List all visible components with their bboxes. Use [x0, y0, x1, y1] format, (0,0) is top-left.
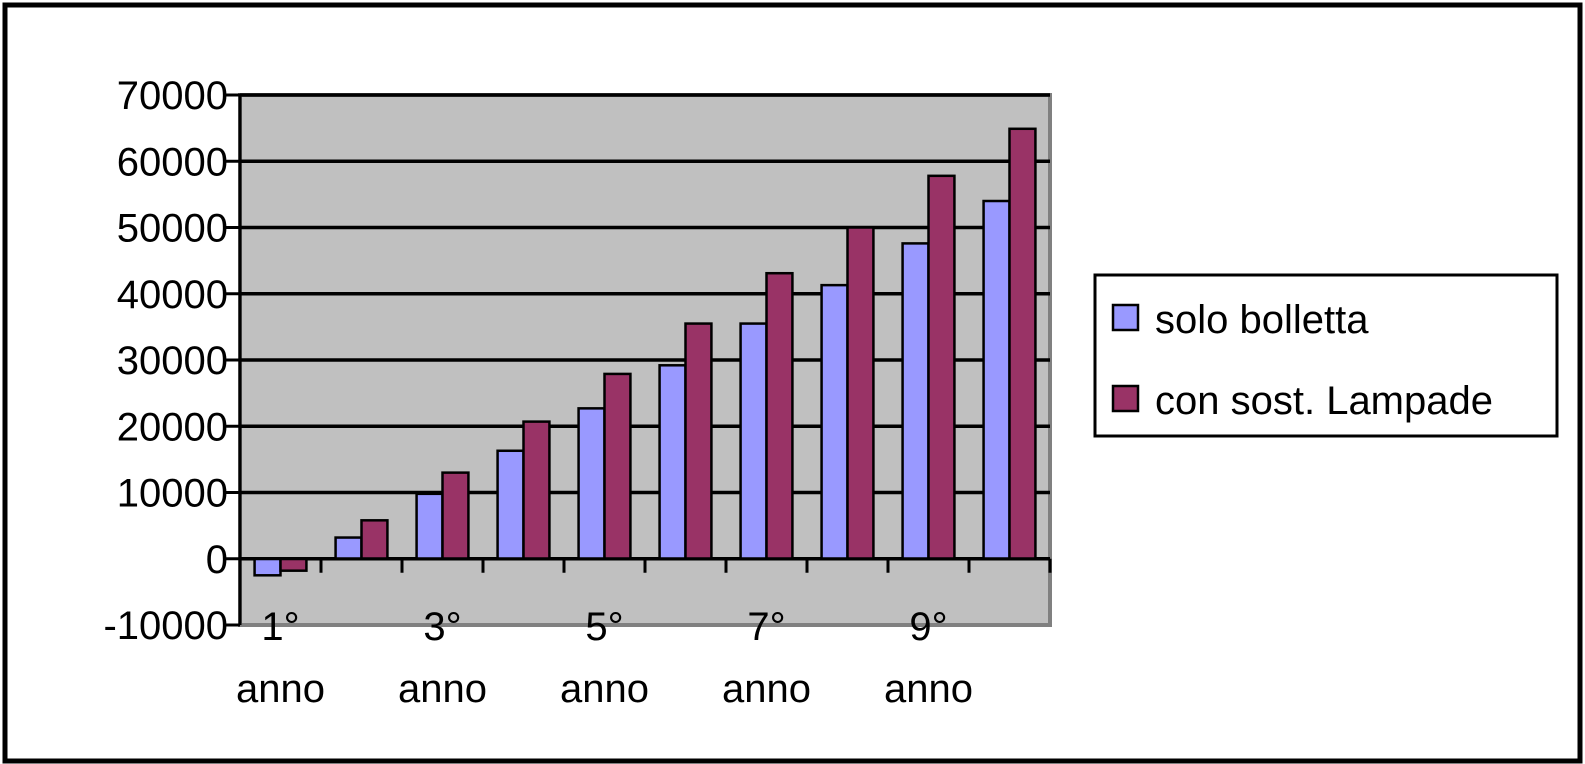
x-tick-label-line2: anno [560, 667, 649, 711]
x-tick-label: 9° anno [884, 605, 973, 711]
x-tick-label: 5° anno [560, 605, 649, 711]
y-tick-labels: -10000 0 10000 20000 30000 40000 50000 60000 700… [103, 74, 228, 648]
y-tick-label: 50000 [117, 207, 228, 251]
bar-con-sost-lampade [603, 372, 632, 560]
x-tick-label-line2: anno [236, 667, 325, 711]
x-tick-label-line1: 1° [261, 605, 299, 649]
legend-swatch-solo-bolletta [1111, 303, 1140, 332]
bar-solo-bolletta [253, 557, 282, 577]
bar-solo-bolletta [415, 492, 444, 561]
x-tick-label: 3° anno [398, 605, 487, 711]
y-tick-label: -10000 [103, 604, 228, 648]
x-tick-label-line1: 9° [909, 605, 947, 649]
legend-box [1093, 273, 1559, 438]
x-tick-label-line1: 7° [747, 605, 785, 649]
bar-con-sost-lampade [360, 519, 389, 561]
x-tick-label-line1: 3° [423, 605, 461, 649]
y-tick-label: 10000 [117, 472, 228, 516]
bar-solo-bolletta [820, 283, 849, 560]
y-tick-label: 0 [206, 538, 228, 582]
bar-solo-bolletta [577, 407, 606, 560]
x-tick-label: 1° anno [236, 605, 325, 711]
y-tick-label: 20000 [117, 405, 228, 449]
bar-con-sost-lampade [927, 174, 956, 560]
bar-con-sost-lampade [1008, 127, 1037, 560]
x-tick-label-line2: anno [884, 667, 973, 711]
axes [224, 93, 1052, 627]
y-tick-label: 30000 [117, 339, 228, 383]
x-tick-label-line2: anno [722, 667, 811, 711]
bar-solo-bolletta [739, 322, 768, 560]
legend-label-con-sost-lampade: con sost. Lampade [1155, 379, 1493, 423]
y-tick-label: 60000 [117, 140, 228, 184]
bar-con-sost-lampade [279, 557, 308, 572]
bar-con-sost-lampade [846, 226, 875, 560]
bar-solo-bolletta [496, 449, 525, 561]
legend-label-solo-bolletta: solo bolletta [1155, 298, 1369, 342]
x-tick-labels: 1° anno 3° anno 5° anno 7° anno 9° anno [236, 605, 973, 711]
y-tick-label: 70000 [117, 74, 228, 118]
bar-solo-bolletta [901, 242, 930, 560]
bar-con-sost-lampade [684, 322, 713, 560]
bar-con-sost-lampade [441, 471, 470, 560]
bar-con-sost-lampade [522, 420, 551, 560]
legend: solo bolletta con sost. Lampade [1093, 273, 1559, 438]
bar-con-sost-lampade [765, 271, 794, 560]
x-tick-label: 7° anno [722, 605, 811, 711]
bar-solo-bolletta [334, 536, 363, 560]
bar-solo-bolletta [982, 199, 1011, 560]
legend-swatch-con-sost-lampade [1111, 384, 1140, 413]
y-tick-label: 40000 [117, 273, 228, 317]
bars [253, 127, 1037, 577]
bar-solo-bolletta [658, 364, 687, 560]
x-tick-label-line1: 5° [585, 605, 623, 649]
x-tick-label-line2: anno [398, 667, 487, 711]
